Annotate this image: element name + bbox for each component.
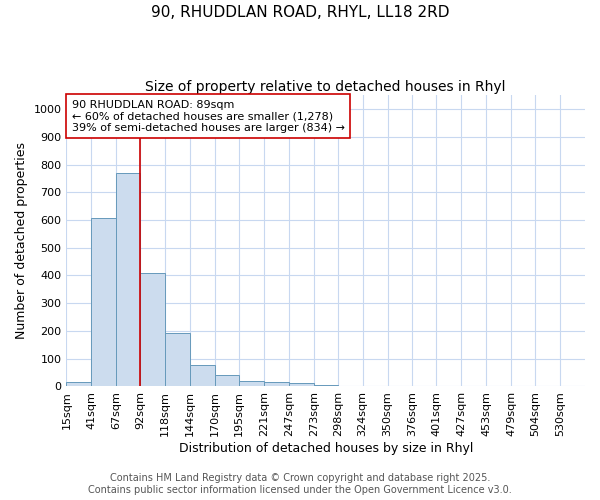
Bar: [264, 382, 289, 386]
X-axis label: Distribution of detached houses by size in Rhyl: Distribution of detached houses by size …: [179, 442, 473, 455]
Text: 90 RHUDDLAN ROAD: 89sqm
← 60% of detached houses are smaller (1,278)
39% of semi: 90 RHUDDLAN ROAD: 89sqm ← 60% of detache…: [71, 100, 344, 132]
Bar: [239, 382, 264, 386]
Bar: [91, 218, 116, 386]
Title: Size of property relative to detached houses in Rhyl: Size of property relative to detached ho…: [145, 80, 506, 94]
Text: Contains HM Land Registry data © Crown copyright and database right 2025.
Contai: Contains HM Land Registry data © Crown c…: [88, 474, 512, 495]
Bar: [116, 173, 140, 386]
Bar: [67, 382, 91, 386]
Bar: [165, 333, 190, 386]
Bar: [289, 383, 314, 386]
Bar: [140, 272, 165, 386]
Text: 90, RHUDDLAN ROAD, RHYL, LL18 2RD: 90, RHUDDLAN ROAD, RHYL, LL18 2RD: [151, 5, 449, 20]
Bar: [314, 385, 338, 386]
Bar: [215, 376, 239, 386]
Y-axis label: Number of detached properties: Number of detached properties: [15, 142, 28, 340]
Bar: [190, 365, 215, 386]
